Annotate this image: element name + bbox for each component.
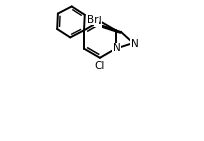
Text: N: N bbox=[94, 16, 102, 26]
Text: N: N bbox=[113, 43, 120, 53]
Text: Br: Br bbox=[87, 15, 99, 25]
Text: N: N bbox=[131, 39, 139, 49]
Text: Cl: Cl bbox=[95, 61, 105, 71]
